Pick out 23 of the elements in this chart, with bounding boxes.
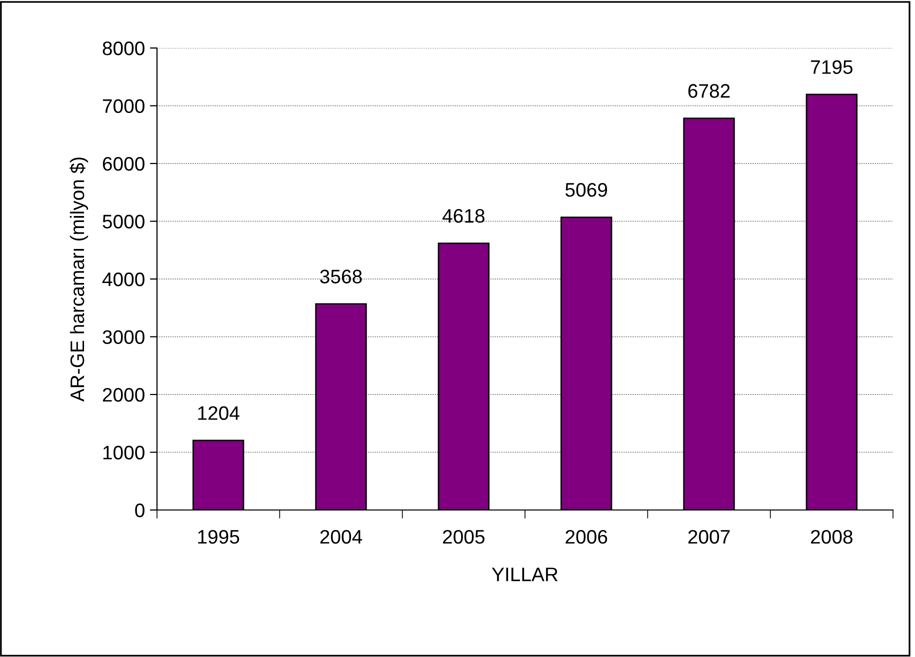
x-tick-label: 1995 [198,530,240,544]
data-label: 3568 [320,270,362,284]
y-tick-label: 0 [135,503,144,518]
y-tick-label: 7000 [102,99,144,113]
y-tick-label: 3000 [102,330,144,344]
x-tick-label: 2007 [688,530,730,544]
y-tick-label: 8000 [102,41,144,56]
data-label: 5069 [565,182,608,197]
x-tick-label: 2008 [811,530,852,544]
x-axis-title: YILLAR [492,568,558,582]
y-tick-label: 4000 [102,272,144,286]
data-label: 7195 [811,60,852,74]
data-label: 4618 [442,209,484,223]
x-tick-label: 2006 [566,530,608,544]
y-tick-label: 2000 [102,388,144,402]
y-tick-label: 1000 [103,446,144,460]
x-tick-label: 2004 [320,530,362,544]
data-label: 1204 [198,406,240,420]
data-label: 6782 [688,84,730,98]
y-tick-label: 5000 [102,214,144,228]
y-axis-title: AR-GE harcamarı (milyon $) [70,158,88,402]
x-tick-label: 2005 [443,530,484,544]
y-tick-label: 6000 [102,156,144,171]
